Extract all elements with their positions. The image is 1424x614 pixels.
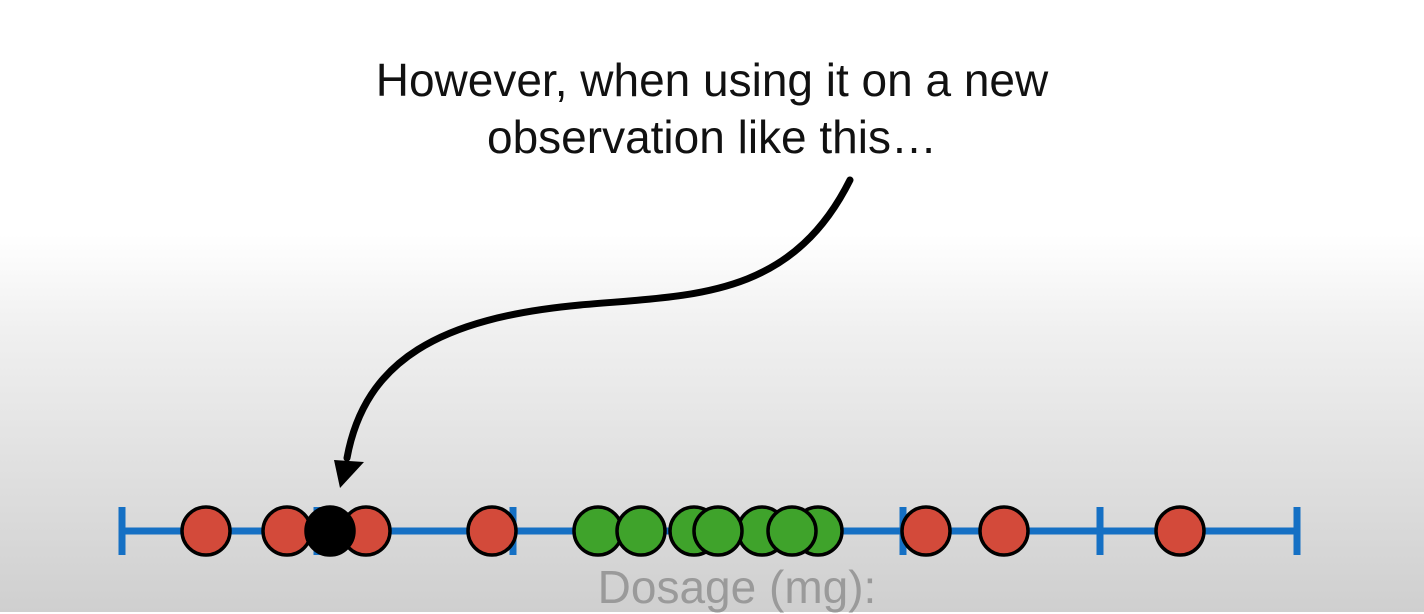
red-observations	[180, 505, 1206, 557]
caption-line-2: observation like this…	[487, 111, 937, 163]
red-observation	[466, 505, 518, 557]
pointer-arrow	[343, 176, 854, 462]
green-observation	[692, 505, 744, 557]
green-observation	[615, 505, 667, 557]
green-observation	[572, 505, 624, 557]
axis-label: Dosage (mg):	[597, 561, 877, 613]
red-observation	[900, 505, 952, 557]
red-observation	[978, 505, 1030, 557]
red-observation	[1154, 505, 1206, 557]
red-observation	[180, 505, 232, 557]
green-observation	[766, 505, 818, 557]
red-observation	[261, 505, 313, 557]
caption: However, when using it on a new observat…	[0, 52, 1424, 166]
caption-line-1: However, when using it on a new	[375, 54, 1049, 106]
arrowhead-icon	[334, 460, 364, 488]
green-observations	[572, 505, 844, 557]
new-observation	[304, 505, 356, 557]
